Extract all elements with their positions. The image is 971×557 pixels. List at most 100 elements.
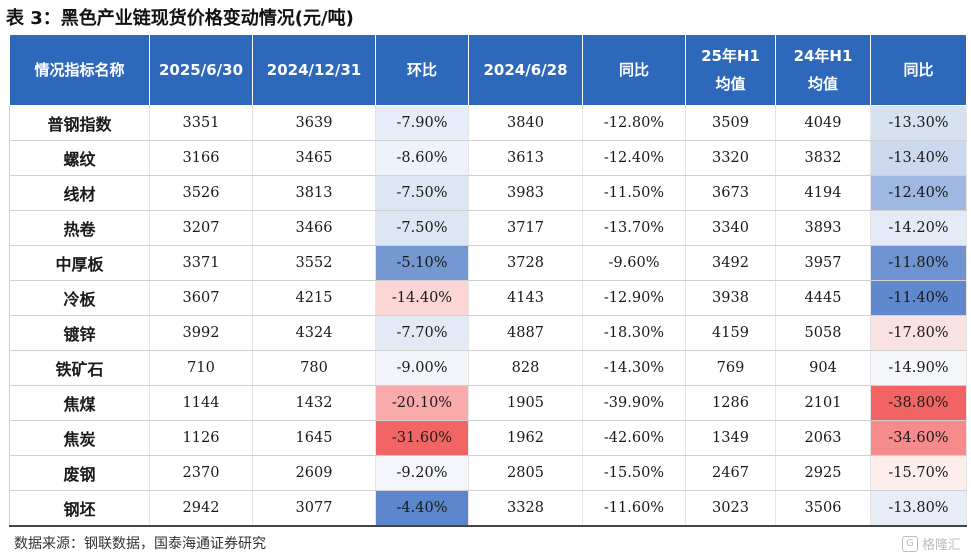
watermark-text: 格隆汇 bbox=[921, 538, 961, 553]
row-label: 中厚板 bbox=[9, 245, 150, 281]
avg-24h1-cell: 2925 bbox=[775, 455, 871, 491]
row-label: 镀锌 bbox=[9, 315, 150, 351]
price-2025-6-30-cell: 3166 bbox=[149, 140, 253, 176]
mom-change-cell: -7.90% bbox=[375, 105, 469, 141]
yoy-change-cell: -11.50% bbox=[582, 175, 686, 211]
avg-25h1-cell: 3509 bbox=[685, 105, 776, 141]
price-2025-6-30-cell: 2370 bbox=[149, 455, 253, 491]
table-row: 中厚板 3371 3552 -5.10% 3728 -9.60% 3492 3957 -11.8… bbox=[9, 245, 967, 281]
price-2024-6-28-cell: 3840 bbox=[468, 105, 583, 141]
row-label: 冷板 bbox=[9, 280, 150, 316]
avg-24h1-cell: 904 bbox=[775, 350, 871, 386]
header-row: 情况指标名称 2025/6/30 2024/12/31 环比 2024/6/28… bbox=[9, 34, 967, 106]
mom-change-cell: -7.50% bbox=[375, 210, 469, 246]
avg-24h1-cell: 2063 bbox=[775, 420, 871, 456]
yoy-change-cell: -39.90% bbox=[582, 385, 686, 421]
price-2024-12-31-cell: 4215 bbox=[252, 280, 376, 316]
avg-25h1-cell: 3320 bbox=[685, 140, 776, 176]
avg-24h1-cell: 5058 bbox=[775, 315, 871, 351]
h1-yoy-change-cell: -11.40% bbox=[870, 280, 967, 316]
row-label: 线材 bbox=[9, 175, 150, 211]
table-row: 冷板 3607 4215 -14.40% 4143 -12.90% 3938 4445 -11.… bbox=[9, 280, 967, 316]
h1-yoy-change-cell: -13.30% bbox=[870, 105, 967, 141]
price-2024-12-31-cell: 2609 bbox=[252, 455, 376, 491]
avg-25h1-cell: 1286 bbox=[685, 385, 776, 421]
avg-24h1-cell: 4194 bbox=[775, 175, 871, 211]
avg-24h1-cell: 3957 bbox=[775, 245, 871, 281]
header-24h1-avg: 24年H1 均值 bbox=[775, 34, 871, 106]
mom-change-cell: -5.10% bbox=[375, 245, 469, 281]
yoy-change-cell: -12.90% bbox=[582, 280, 686, 316]
row-label: 热卷 bbox=[9, 210, 150, 246]
price-2024-6-28-cell: 3328 bbox=[468, 490, 583, 527]
price-2024-12-31-cell: 1645 bbox=[252, 420, 376, 456]
row-label: 普钢指数 bbox=[9, 105, 150, 141]
price-2024-6-28-cell: 4143 bbox=[468, 280, 583, 316]
avg-24h1-cell: 2101 bbox=[775, 385, 871, 421]
price-2024-6-28-cell: 3728 bbox=[468, 245, 583, 281]
price-table-container: 情况指标名称 2025/6/30 2024/12/31 环比 2024/6/28… bbox=[9, 34, 967, 527]
price-2024-6-28-cell: 828 bbox=[468, 350, 583, 386]
h1-yoy-change-cell: -34.60% bbox=[870, 420, 967, 456]
row-label: 铁矿石 bbox=[9, 350, 150, 386]
price-2025-6-30-cell: 3371 bbox=[149, 245, 253, 281]
price-2024-12-31-cell: 3077 bbox=[252, 490, 376, 527]
yoy-change-cell: -42.60% bbox=[582, 420, 686, 456]
avg-24h1-cell: 4049 bbox=[775, 105, 871, 141]
h1-yoy-change-cell: -12.40% bbox=[870, 175, 967, 211]
table-body: 普钢指数 3351 3639 -7.90% 3840 -12.80% 3509 4049 -13… bbox=[9, 105, 967, 527]
row-label: 螺纹 bbox=[9, 140, 150, 176]
yoy-change-cell: -18.30% bbox=[582, 315, 686, 351]
price-2024-6-28-cell: 3717 bbox=[468, 210, 583, 246]
price-2025-6-30-cell: 3351 bbox=[149, 105, 253, 141]
avg-24h1-cell: 4445 bbox=[775, 280, 871, 316]
watermark-logo-icon: G bbox=[901, 535, 918, 552]
price-2024-6-28-cell: 2805 bbox=[468, 455, 583, 491]
header-2024-12-31: 2024/12/31 bbox=[252, 34, 376, 106]
watermark: G 格隆汇 bbox=[901, 534, 961, 553]
price-2025-6-30-cell: 2942 bbox=[149, 490, 253, 527]
table-row: 镀锌 3992 4324 -7.70% 4887 -18.30% 4159 5058 -17.8… bbox=[9, 315, 967, 351]
price-2024-6-28-cell: 1962 bbox=[468, 420, 583, 456]
price-2025-6-30-cell: 710 bbox=[149, 350, 253, 386]
avg-24h1-cell: 3832 bbox=[775, 140, 871, 176]
h1-yoy-change-cell: -13.80% bbox=[870, 490, 967, 527]
header-h1-yoy: 同比 bbox=[870, 34, 967, 106]
price-2025-6-30-cell: 1126 bbox=[149, 420, 253, 456]
price-2025-6-30-cell: 3526 bbox=[149, 175, 253, 211]
price-2024-12-31-cell: 3813 bbox=[252, 175, 376, 211]
yoy-change-cell: -15.50% bbox=[582, 455, 686, 491]
table-row: 普钢指数 3351 3639 -7.90% 3840 -12.80% 3509 4049 -13… bbox=[9, 105, 967, 141]
table-row: 螺纹 3166 3465 -8.60% 3613 -12.40% 3320 3832 -13.4… bbox=[9, 140, 967, 176]
price-2025-6-30-cell: 3207 bbox=[149, 210, 253, 246]
row-label: 焦炭 bbox=[9, 420, 150, 456]
price-2025-6-30-cell: 1144 bbox=[149, 385, 253, 421]
mom-change-cell: -9.00% bbox=[375, 350, 469, 386]
avg-25h1-cell: 3023 bbox=[685, 490, 776, 527]
table-row: 线材 3526 3813 -7.50% 3983 -11.50% 3673 4194 -12.4… bbox=[9, 175, 967, 211]
price-2024-6-28-cell: 1905 bbox=[468, 385, 583, 421]
header-yoy: 同比 bbox=[582, 34, 686, 106]
price-table: 情况指标名称 2025/6/30 2024/12/31 环比 2024/6/28… bbox=[9, 34, 967, 527]
price-2025-6-30-cell: 3607 bbox=[149, 280, 253, 316]
h1-yoy-change-cell: -11.80% bbox=[870, 245, 967, 281]
data-source-note: 数据来源：钢联数据，国泰海通证券研究 bbox=[14, 536, 266, 552]
table-row: 焦炭 1126 1645 -31.60% 1962 -42.60% 1349 2063 -34.… bbox=[9, 420, 967, 456]
yoy-change-cell: -12.40% bbox=[582, 140, 686, 176]
header-25h1-avg: 25年H1 均值 bbox=[685, 34, 776, 106]
mom-change-cell: -7.50% bbox=[375, 175, 469, 211]
row-label: 钢坯 bbox=[9, 490, 150, 527]
avg-24h1-cell: 3506 bbox=[775, 490, 871, 527]
table-row: 焦煤 1144 1432 -20.10% 1905 -39.90% 1286 2101 -38.… bbox=[9, 385, 967, 421]
avg-25h1-cell: 3492 bbox=[685, 245, 776, 281]
h1-yoy-change-cell: -38.80% bbox=[870, 385, 967, 421]
avg-25h1-cell: 4159 bbox=[685, 315, 776, 351]
price-2024-12-31-cell: 3552 bbox=[252, 245, 376, 281]
yoy-change-cell: -13.70% bbox=[582, 210, 686, 246]
price-2024-12-31-cell: 4324 bbox=[252, 315, 376, 351]
mom-change-cell: -4.40% bbox=[375, 490, 469, 527]
mom-change-cell: -8.60% bbox=[375, 140, 469, 176]
price-2025-6-30-cell: 3992 bbox=[149, 315, 253, 351]
avg-24h1-cell: 3893 bbox=[775, 210, 871, 246]
mom-change-cell: -9.20% bbox=[375, 455, 469, 491]
